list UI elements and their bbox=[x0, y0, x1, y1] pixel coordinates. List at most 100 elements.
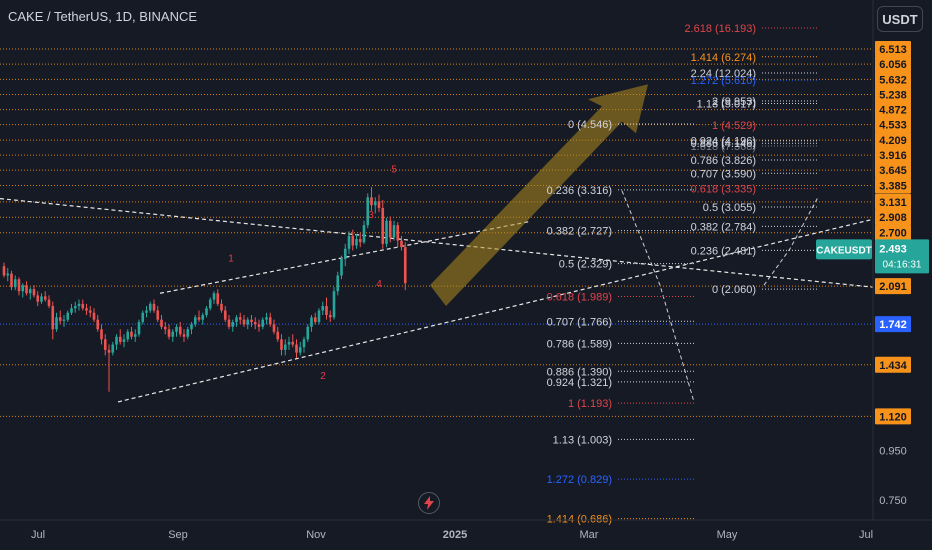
price-tag bbox=[875, 41, 911, 57]
candle-body bbox=[100, 329, 103, 340]
candle-body bbox=[283, 344, 287, 350]
candle-body bbox=[55, 317, 58, 330]
current-price-label: 2.493 bbox=[879, 243, 907, 255]
price-tag-label: 1.120 bbox=[879, 411, 907, 423]
fib1-label: 0.382 (2.727) bbox=[547, 226, 612, 238]
fib2-label: 2.24 (12.024) bbox=[691, 68, 756, 80]
price-tag bbox=[875, 278, 911, 295]
fib1-label: 0.5 (2.329) bbox=[559, 259, 612, 271]
fib2-label: 0.236 (2.481) bbox=[691, 245, 756, 257]
price-tag bbox=[875, 209, 911, 226]
candle-body bbox=[295, 344, 298, 353]
candle-body bbox=[291, 341, 295, 345]
price-tag-label: 3.916 bbox=[879, 150, 907, 162]
candle-body bbox=[182, 334, 186, 337]
candle-body bbox=[96, 319, 100, 330]
price-tag bbox=[875, 56, 911, 73]
candle-body bbox=[13, 279, 17, 288]
currency-button[interactable]: USDT bbox=[877, 6, 923, 32]
candle-body bbox=[2, 266, 6, 276]
candle-body bbox=[25, 285, 28, 294]
candle-body bbox=[107, 349, 111, 353]
candle-body bbox=[385, 220, 388, 244]
target-arrow bbox=[430, 84, 648, 307]
candle-body bbox=[186, 329, 190, 337]
symbol-tag-label: CAKEUSDT bbox=[816, 245, 872, 256]
candle-body bbox=[396, 225, 400, 241]
candle-body bbox=[103, 339, 107, 350]
candle-body bbox=[81, 303, 85, 309]
candle-body bbox=[77, 303, 81, 307]
candle-body bbox=[167, 329, 171, 337]
candle-body bbox=[223, 310, 227, 320]
candle-body bbox=[343, 248, 347, 260]
price-tag bbox=[875, 408, 911, 425]
price-tag-label: 5.632 bbox=[879, 74, 907, 86]
fib2-label: 0.5 (3.055) bbox=[703, 202, 756, 214]
wave-label: 5 bbox=[391, 165, 397, 176]
price-tag-label: 2.091 bbox=[879, 281, 907, 293]
fib2-label: 0.886 (4.146) bbox=[691, 138, 756, 150]
price-tag-label: 6.513 bbox=[879, 44, 907, 56]
candle-body bbox=[122, 339, 126, 342]
fib2-label: 0.786 (3.826) bbox=[691, 155, 756, 167]
fib2-label: 0.924 (4.196) bbox=[691, 136, 756, 148]
candle-body bbox=[392, 225, 396, 238]
fib2-label: 2.618 (16.193) bbox=[684, 23, 756, 35]
symbol-title: CAKE / TetherUS, 1D, BINANCE bbox=[8, 9, 198, 24]
wave-label: 2 bbox=[320, 371, 326, 382]
fib1-label: 0.786 (1.589) bbox=[547, 338, 612, 350]
candle-body bbox=[302, 339, 306, 348]
candle-body bbox=[317, 310, 321, 323]
trend-line bbox=[0, 197, 874, 288]
fib1-label: 0.924 (1.321) bbox=[547, 377, 612, 389]
candle-body bbox=[205, 308, 208, 316]
candle-body bbox=[238, 317, 242, 320]
candle-body bbox=[73, 306, 77, 309]
candle-body bbox=[145, 310, 148, 313]
candle-body bbox=[88, 310, 92, 313]
price-tag bbox=[875, 356, 911, 373]
wave-label: 3 bbox=[368, 210, 374, 221]
price-tag-label: 4.209 bbox=[879, 135, 907, 147]
price-tag bbox=[875, 86, 911, 103]
candle-body bbox=[92, 312, 96, 320]
candle-body bbox=[231, 322, 235, 327]
candle-body bbox=[70, 308, 73, 313]
price-tag bbox=[875, 147, 911, 164]
candle-body bbox=[133, 334, 137, 337]
candle-body bbox=[377, 201, 381, 208]
price-tag bbox=[875, 116, 911, 133]
candle-body bbox=[28, 289, 32, 294]
time-tick-label: May bbox=[717, 529, 738, 541]
candle-body bbox=[246, 319, 250, 325]
candle-body bbox=[17, 279, 21, 292]
fib2-label: 1.414 (6.274) bbox=[691, 52, 756, 64]
candle-body bbox=[190, 324, 193, 330]
lightning-button[interactable] bbox=[418, 492, 440, 514]
candle-body bbox=[126, 331, 130, 340]
candle-body bbox=[253, 322, 257, 325]
candle-body bbox=[201, 315, 205, 320]
time-tick-label: 2025 bbox=[443, 529, 467, 541]
fib1-label: 0.236 (3.316) bbox=[547, 185, 612, 197]
price-tag-label: 1.434 bbox=[879, 360, 907, 372]
fib2-label: 1 (4.529) bbox=[712, 120, 756, 132]
candle-body bbox=[51, 306, 55, 330]
candle-body bbox=[257, 324, 261, 327]
candle-body bbox=[62, 319, 66, 321]
candle-body bbox=[58, 317, 62, 321]
candle-body bbox=[137, 322, 141, 335]
projection-path bbox=[621, 190, 695, 403]
price-tag-label: 3.385 bbox=[879, 181, 907, 193]
candle-body bbox=[197, 317, 201, 320]
price-tag bbox=[875, 162, 911, 179]
candle-body bbox=[40, 296, 43, 302]
fib1-label: 0.618 (1.989) bbox=[547, 291, 612, 303]
candle-body bbox=[370, 197, 373, 206]
candle-body bbox=[152, 303, 156, 311]
fib2-label: 2 (9.953) bbox=[712, 96, 756, 108]
price-tick-label: 0.750 bbox=[879, 495, 907, 507]
candle-body bbox=[306, 326, 310, 340]
